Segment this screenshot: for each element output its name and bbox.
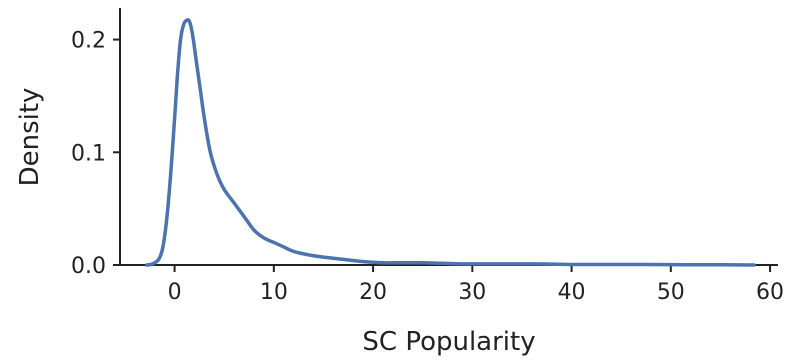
y-tick-label: 0.2	[71, 29, 106, 54]
series-group	[145, 18, 756, 267]
y-axis-ticks: 0.0 0.1 0.2	[71, 29, 120, 279]
x-tick-label: 60	[756, 280, 784, 305]
x-axis-ticks: 0 10 20 30 40 50 60	[168, 265, 784, 305]
x-tick-label: 50	[657, 280, 685, 305]
y-tick-label: 0.1	[71, 141, 106, 166]
x-tick-label: 40	[558, 280, 586, 305]
y-tick-label: 0.0	[71, 254, 106, 279]
plot-area: 0 10 20 30 40 50 60 0.0 0.1 0.2	[71, 8, 784, 305]
x-tick-label: 30	[458, 280, 486, 305]
x-tick-label: 10	[260, 280, 288, 305]
x-tick-label: 20	[359, 280, 387, 305]
y-axis-title: Density	[15, 88, 45, 187]
x-tick-label: 0	[168, 280, 182, 305]
density-curve	[145, 18, 756, 267]
x-axis-title: SC Popularity	[362, 327, 535, 357]
